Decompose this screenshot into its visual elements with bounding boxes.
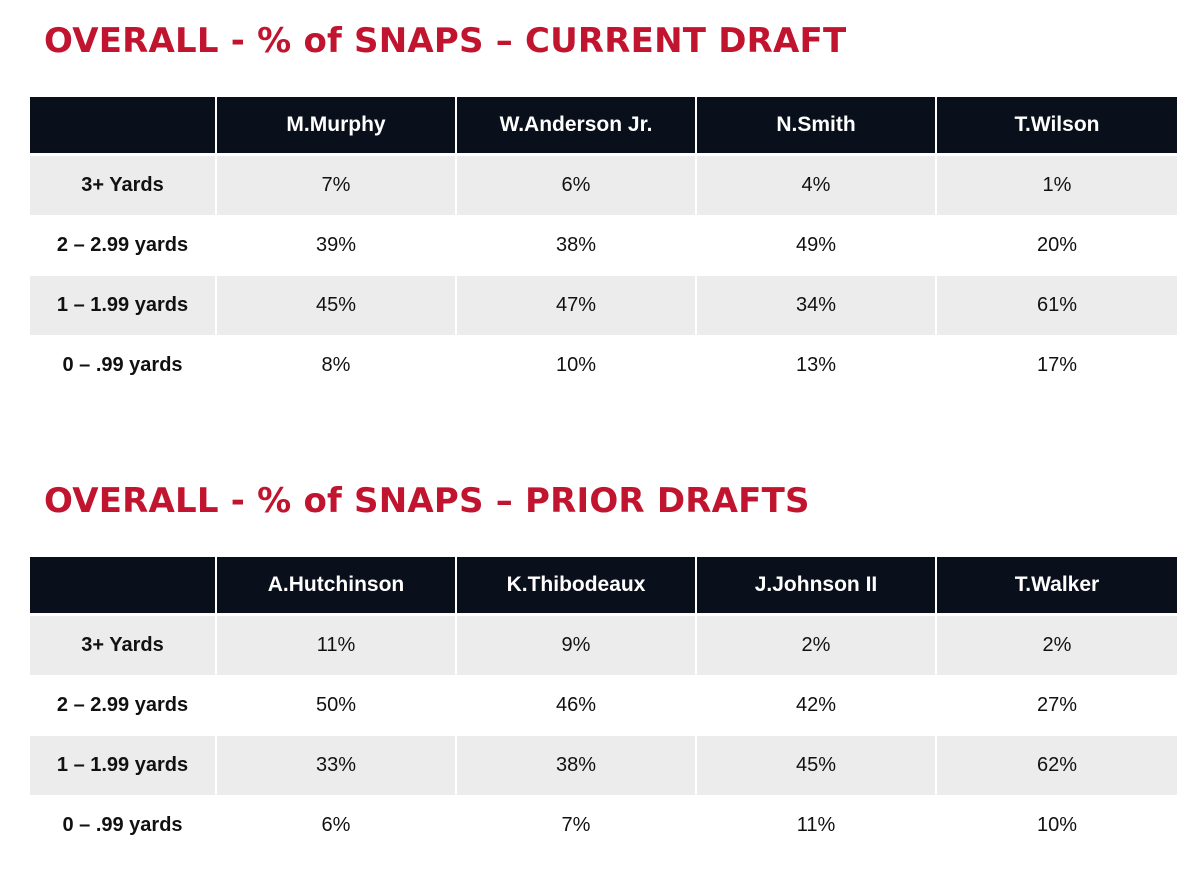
value-cell: 1%: [937, 153, 1177, 215]
value-cell: 6%: [457, 153, 697, 215]
column-header: J.Johnson II: [697, 557, 937, 613]
table-row: 1 – 1.99 yards 45% 47% 34% 61%: [30, 275, 1177, 335]
column-header: M.Murphy: [217, 97, 457, 153]
header-corner-cell: [30, 557, 217, 613]
value-cell: 20%: [937, 215, 1177, 275]
header-row: A.Hutchinson K.Thibodeaux J.Johnson II T.Wa…: [30, 557, 1177, 613]
value-cell: 13%: [697, 335, 937, 395]
value-cell: 34%: [697, 275, 937, 335]
column-header: K.Thibodeaux: [457, 557, 697, 613]
value-cell: 11%: [697, 795, 937, 855]
row-label: 2 – 2.99 yards: [30, 215, 217, 275]
table-row: 3+ Yards 7% 6% 4% 1%: [30, 153, 1177, 215]
row-label: 3+ Yards: [30, 613, 217, 675]
value-cell: 4%: [697, 153, 937, 215]
value-cell: 42%: [697, 675, 937, 735]
value-cell: 27%: [937, 675, 1177, 735]
value-cell: 45%: [697, 735, 937, 795]
table-row: 3+ Yards 11% 9% 2% 2%: [30, 613, 1177, 675]
value-cell: 2%: [697, 613, 937, 675]
value-cell: 61%: [937, 275, 1177, 335]
row-label: 0 – .99 yards: [30, 795, 217, 855]
value-cell: 10%: [937, 795, 1177, 855]
table-row: 2 – 2.99 yards 50% 46% 42% 27%: [30, 675, 1177, 735]
value-cell: 11%: [217, 613, 457, 675]
prior-drafts-title: OVERALL - % of SNAPS – PRIOR DRAFTS: [44, 481, 810, 521]
header-corner-cell: [30, 97, 217, 153]
value-cell: 33%: [217, 735, 457, 795]
prior-drafts-table: A.Hutchinson K.Thibodeaux J.Johnson II T.Wa…: [30, 557, 1177, 855]
row-label: 3+ Yards: [30, 153, 217, 215]
table-row: 2 – 2.99 yards 39% 38% 49% 20%: [30, 215, 1177, 275]
table-row: 0 – .99 yards 8% 10% 13% 17%: [30, 335, 1177, 395]
value-cell: 62%: [937, 735, 1177, 795]
current-draft-table: M.Murphy W.Anderson Jr. N.Smith T.Wilson 3+…: [30, 97, 1177, 395]
current-draft-title: OVERALL - % of SNAPS – CURRENT DRAFT: [44, 21, 847, 61]
header-row: M.Murphy W.Anderson Jr. N.Smith T.Wilson: [30, 97, 1177, 153]
value-cell: 45%: [217, 275, 457, 335]
value-cell: 10%: [457, 335, 697, 395]
column-header: A.Hutchinson: [217, 557, 457, 613]
value-cell: 6%: [217, 795, 457, 855]
row-label: 1 – 1.99 yards: [30, 735, 217, 795]
row-label: 2 – 2.99 yards: [30, 675, 217, 735]
value-cell: 8%: [217, 335, 457, 395]
value-cell: 47%: [457, 275, 697, 335]
column-header: W.Anderson Jr.: [457, 97, 697, 153]
row-label: 1 – 1.99 yards: [30, 275, 217, 335]
value-cell: 50%: [217, 675, 457, 735]
column-header: N.Smith: [697, 97, 937, 153]
value-cell: 38%: [457, 735, 697, 795]
table-row: 1 – 1.99 yards 33% 38% 45% 62%: [30, 735, 1177, 795]
value-cell: 46%: [457, 675, 697, 735]
value-cell: 38%: [457, 215, 697, 275]
column-header: T.Walker: [937, 557, 1177, 613]
column-header: T.Wilson: [937, 97, 1177, 153]
table-row: 0 – .99 yards 6% 7% 11% 10%: [30, 795, 1177, 855]
value-cell: 39%: [217, 215, 457, 275]
value-cell: 9%: [457, 613, 697, 675]
value-cell: 2%: [937, 613, 1177, 675]
row-label: 0 – .99 yards: [30, 335, 217, 395]
value-cell: 7%: [217, 153, 457, 215]
value-cell: 17%: [937, 335, 1177, 395]
value-cell: 7%: [457, 795, 697, 855]
value-cell: 49%: [697, 215, 937, 275]
